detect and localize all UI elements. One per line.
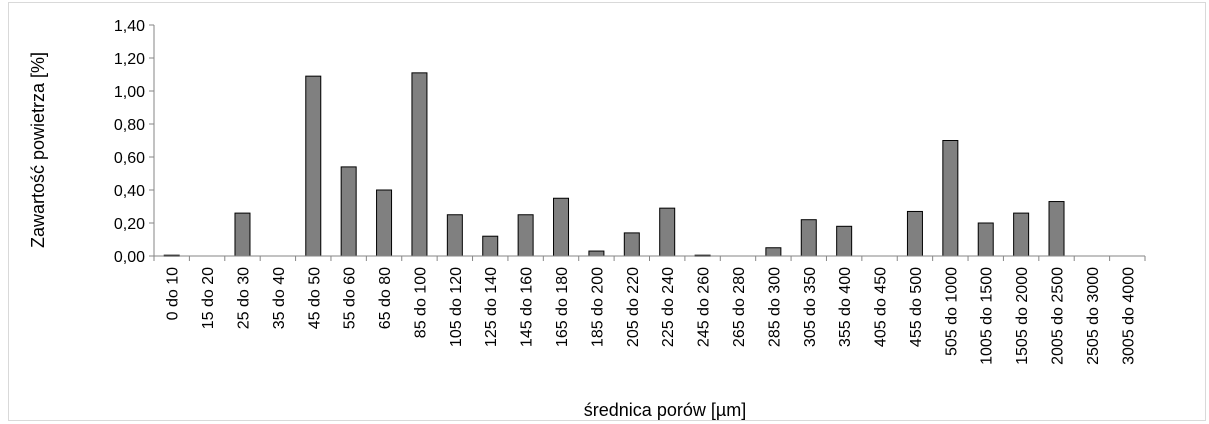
x-tick-label: 15 do 20 <box>200 267 217 329</box>
y-tick-label: 0,60 <box>114 150 145 167</box>
x-tick-label: 35 do 40 <box>271 267 288 329</box>
x-tick-label: 1505 do 2000 <box>1014 267 1031 365</box>
bar <box>446 214 463 257</box>
x-tick-label: 2005 do 2500 <box>1050 267 1067 365</box>
bar <box>376 189 393 257</box>
x-tick-label: 185 do 200 <box>589 267 606 347</box>
x-tick-label: 305 do 350 <box>802 267 819 347</box>
bar <box>977 222 994 257</box>
bar <box>659 207 676 257</box>
x-tick-label: 405 do 450 <box>873 267 890 347</box>
x-tick-label: 285 do 300 <box>766 267 783 347</box>
x-tick-label: 205 do 220 <box>625 267 642 347</box>
bar <box>1013 212 1030 257</box>
y-axis-title: Zawartość powietrza [%] <box>28 52 48 248</box>
x-tick-label: 2505 do 3000 <box>1085 267 1102 365</box>
x-tick-label: 355 do 400 <box>837 267 854 347</box>
x-tick-label: 125 do 140 <box>483 267 500 347</box>
bar <box>942 140 959 257</box>
chart-frame <box>8 2 1206 421</box>
y-tick-label: 1,40 <box>114 18 145 35</box>
x-tick-label: 25 do 30 <box>235 267 252 329</box>
x-tick-label: 45 do 50 <box>306 267 323 329</box>
bar <box>553 197 570 257</box>
bar <box>836 225 853 257</box>
bar <box>765 247 782 257</box>
x-tick-label: 55 do 60 <box>342 267 359 329</box>
x-tick-label: 3005 do 4000 <box>1120 267 1137 365</box>
x-axis-title: średnica porów [µm] <box>584 400 746 420</box>
bar <box>588 250 605 257</box>
x-tick-label: 0 do 10 <box>165 267 182 320</box>
bar <box>906 210 923 257</box>
x-tick-label: 225 do 240 <box>660 267 677 347</box>
x-tick-label: 85 do 100 <box>412 267 429 338</box>
x-tick-label: 455 do 500 <box>908 267 925 347</box>
bar <box>482 235 499 257</box>
y-axis-ticks: 0,00 0,20 0,40 0,60 0,80 1,00 1,20 1,40 <box>114 18 154 266</box>
x-tick-label: 265 do 280 <box>731 267 748 347</box>
x-tick-label: 65 do 80 <box>377 267 394 329</box>
bar <box>623 232 640 257</box>
bars <box>163 72 1065 257</box>
y-tick-label: 0,20 <box>114 216 145 233</box>
bar <box>305 75 322 257</box>
y-tick-label: 1,20 <box>114 51 145 68</box>
x-tick-label: 105 do 120 <box>448 267 465 347</box>
x-axis-ticks: 0 do 10 15 do 20 25 do 30 35 do 40 45 do 50 5… <box>153 256 1146 365</box>
y-tick-label: 1,00 <box>114 84 145 101</box>
x-tick-label: 165 do 180 <box>554 267 571 347</box>
bar <box>517 214 534 257</box>
bar <box>340 166 357 257</box>
y-tick-label: 0,40 <box>114 183 145 200</box>
y-tick-label: 0,80 <box>114 117 145 134</box>
y-tick-label: 0,00 <box>114 249 145 266</box>
x-tick-label: 1005 do 1500 <box>979 267 996 365</box>
x-tick-label: 145 do 160 <box>519 267 536 347</box>
bar <box>800 219 817 257</box>
bar <box>234 212 251 257</box>
x-tick-label: 505 do 1000 <box>943 267 960 356</box>
x-tick-label: 245 do 260 <box>696 267 713 347</box>
bar <box>411 72 428 257</box>
bar <box>1048 201 1065 257</box>
